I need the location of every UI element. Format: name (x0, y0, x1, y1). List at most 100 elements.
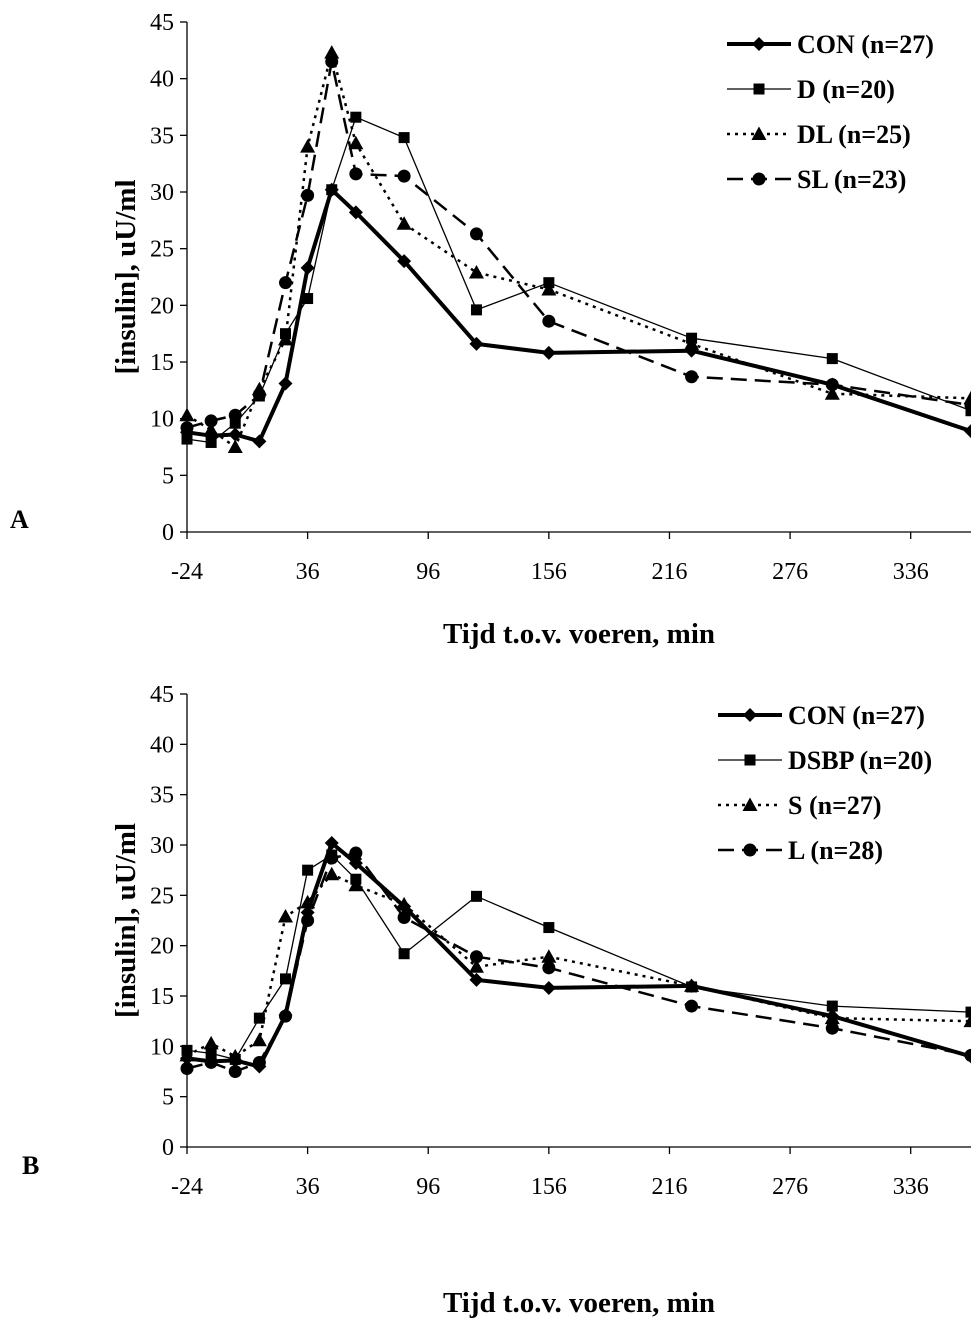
y-tick-label: 15 (150, 350, 174, 376)
data-point (302, 293, 314, 305)
data-point (251, 1032, 267, 1047)
data-point (348, 205, 363, 220)
data-point (468, 264, 484, 279)
data-point (825, 378, 839, 392)
series-0 (180, 182, 971, 449)
data-point (228, 408, 242, 422)
x-tick-label: -24 (171, 1174, 203, 1200)
data-point (203, 1035, 219, 1050)
y-tick-label: 20 (150, 934, 174, 960)
y-axis-label: [insulin], uU/ml (110, 823, 142, 1018)
x-tick-label: 276 (772, 1174, 808, 1200)
data-point (324, 866, 340, 881)
y-tick-label: 0 (162, 1135, 174, 1161)
data-point (396, 896, 412, 911)
data-point (684, 978, 700, 992)
legend-label: CON (n=27) (788, 701, 925, 730)
data-point (349, 846, 363, 860)
data-point (300, 260, 315, 275)
y-tick-label: 25 (150, 883, 174, 909)
legend-label: S (n=27) (788, 791, 882, 820)
panel-letter: A (10, 505, 29, 534)
chart-panel-a: 0 5 10 15 20 25 30 35 40 45 -24 36 96 156 216 276 336 Tij… (10, 10, 971, 650)
series-line (186, 854, 971, 1061)
y-tick-label: 15 (150, 984, 174, 1010)
data-point (229, 417, 241, 429)
data-point (227, 1048, 243, 1063)
data-point (825, 1021, 839, 1035)
y-tick-label: 45 (150, 682, 174, 708)
data-point (301, 188, 315, 202)
x-tick-label: 336 (893, 1174, 929, 1200)
data-point (203, 422, 219, 436)
legend-label: D (n=20) (797, 75, 895, 104)
data-point (541, 345, 556, 360)
data-point (826, 353, 838, 365)
x-tick-label: 36 (296, 559, 320, 585)
x-tick-label: 96 (416, 559, 440, 585)
data-point (824, 1010, 840, 1025)
y-tick-label: 10 (150, 1034, 174, 1060)
series-line (186, 187, 971, 444)
data-point (205, 1047, 217, 1059)
series-line (186, 51, 971, 449)
y-tick-label: 10 (150, 407, 174, 433)
data-point (179, 407, 195, 422)
legend-label: CON (n=27) (797, 30, 934, 59)
data-point (302, 864, 314, 876)
y-tick-label: 30 (150, 833, 174, 859)
data-point (964, 1048, 971, 1062)
data-point (349, 167, 363, 181)
data-point (963, 1013, 971, 1028)
series-line (186, 872, 971, 1058)
data-point (542, 314, 556, 328)
x-tick-label: 276 (772, 559, 808, 585)
series-line (186, 60, 971, 429)
y-tick-label: 35 (150, 783, 174, 809)
y-tick-label: 5 (162, 463, 174, 489)
data-point (397, 910, 411, 924)
data-point (964, 424, 971, 439)
data-point (348, 877, 364, 892)
legend-label: SL (n=23) (797, 165, 906, 194)
y-tick-label: 20 (150, 293, 174, 319)
data-point (228, 1065, 242, 1078)
data-point (280, 973, 292, 985)
data-point (324, 835, 339, 850)
data-point (964, 398, 971, 412)
data-point (541, 980, 556, 995)
data-point (397, 254, 412, 269)
y-tick-label: 25 (150, 237, 174, 263)
y-tick-label: 35 (150, 123, 174, 149)
data-point (965, 1006, 971, 1018)
data-point (396, 216, 412, 230)
data-point (826, 1000, 838, 1012)
series-2 (179, 866, 971, 1063)
y-tick-label: 40 (150, 67, 174, 93)
series-3 (180, 846, 971, 1078)
data-point (398, 948, 410, 960)
legend-label: L (n=28) (788, 836, 883, 865)
x-tick-label: 96 (416, 1174, 440, 1200)
legend-marker (752, 172, 766, 186)
data-point (228, 427, 243, 442)
data-point (181, 433, 193, 445)
data-point (685, 999, 699, 1013)
data-point (542, 961, 556, 975)
legend-label: DL (n=25) (797, 120, 911, 149)
series-1 (181, 849, 971, 1065)
x-tick-label: 156 (531, 1174, 567, 1200)
data-point (541, 281, 557, 296)
y-axis-label: [insulin], uU/ml (110, 180, 142, 375)
data-point (469, 972, 484, 987)
series-2 (179, 45, 971, 453)
data-point (350, 111, 362, 123)
data-point (468, 959, 484, 973)
x-tick-label: 336 (893, 559, 929, 585)
data-point (685, 370, 699, 384)
data-point (278, 376, 293, 391)
data-point (397, 169, 411, 183)
y-tick-label: 40 (150, 732, 174, 758)
y-tick-label: 45 (150, 10, 174, 36)
